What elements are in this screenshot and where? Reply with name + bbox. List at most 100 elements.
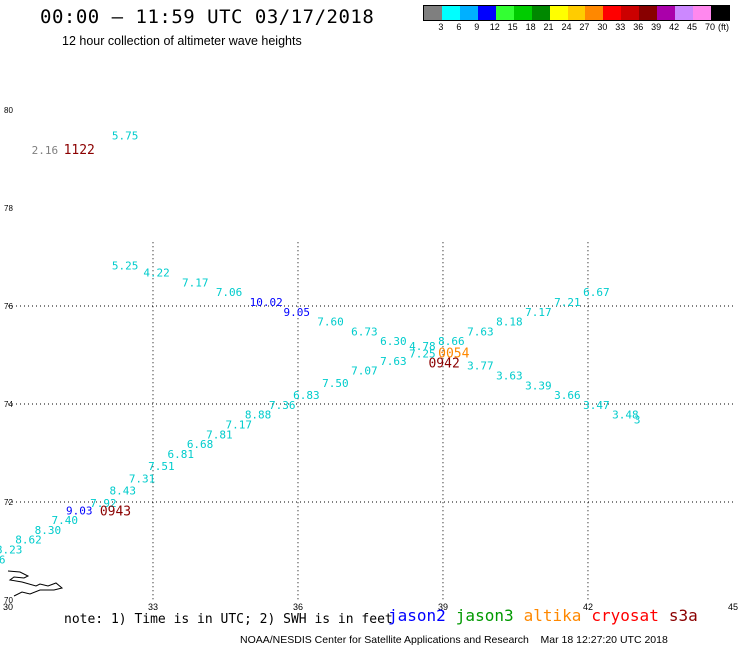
colorbar-tick-label: 42 bbox=[669, 22, 680, 32]
wave-height-label: 7.31 bbox=[129, 472, 156, 485]
colorbar-swatch bbox=[603, 6, 622, 20]
legend-item-cryosat: cryosat bbox=[591, 606, 659, 625]
wave-height-label: 7.50 bbox=[322, 377, 349, 390]
wave-height-label: 4.78 bbox=[409, 340, 436, 353]
coastline bbox=[7, 570, 64, 597]
wave-height-label: 3.39 bbox=[525, 379, 552, 392]
wave-height-label: 7.25 bbox=[409, 347, 436, 360]
lon-tick-label: 33 bbox=[148, 602, 158, 612]
colorbar-swatch bbox=[711, 6, 729, 20]
colorbar-tick-label: 21 bbox=[543, 22, 554, 32]
colorbar-tick-label: 33 bbox=[615, 22, 626, 32]
pass-time-label: 1122 bbox=[64, 143, 95, 158]
wave-height-label: 7.63 bbox=[380, 355, 407, 368]
wave-height-label: 6.30 bbox=[380, 335, 407, 348]
wave-height-label: 7.81 bbox=[206, 428, 233, 441]
wave-height-label: 4.22 bbox=[143, 267, 170, 280]
colorbar-unit: (ft) bbox=[718, 22, 729, 32]
colorbar-tick-label: 12 bbox=[489, 22, 500, 32]
legend-item-jason3: jason3 bbox=[455, 606, 514, 625]
colorbar-tick-label: 39 bbox=[651, 22, 662, 32]
wave-height-label: 9.03 bbox=[66, 504, 93, 517]
wave-height-label: 5.25 bbox=[112, 259, 139, 272]
colorbar-tick-label: 24 bbox=[561, 22, 572, 32]
colorbar-swatch bbox=[441, 6, 460, 20]
wave-height-label: 7.92 bbox=[90, 497, 117, 510]
wave-height-label: 8.18 bbox=[496, 316, 523, 329]
pass-time-label: 0943 bbox=[100, 505, 131, 520]
wave-height-label: 3.47 bbox=[583, 399, 610, 412]
colorbar-tick-label: 70 bbox=[704, 22, 715, 32]
wave-height-label: 7.40 bbox=[51, 514, 78, 527]
lat-tick-label: 72 bbox=[4, 498, 13, 507]
colorbar-swatch bbox=[477, 6, 496, 20]
wave-height-label: 7.06 bbox=[216, 286, 243, 299]
colorbar-swatch bbox=[621, 6, 640, 20]
wave-height-label: 8.30 bbox=[35, 524, 62, 537]
wave-height-label: 7.63 bbox=[467, 325, 494, 338]
lon-tick-label: 45 bbox=[728, 602, 738, 612]
colorbar-tick-label: 30 bbox=[597, 22, 608, 32]
wave-height-label: 8.62 bbox=[15, 534, 42, 547]
footer-note: note: 1) Time is in UTC; 2) SWH is in fe… bbox=[64, 612, 393, 627]
wave-height-label: 8.88 bbox=[245, 409, 272, 422]
wave-height-label: 7.17 bbox=[525, 306, 552, 319]
colorbar-swatch bbox=[459, 6, 478, 20]
colorbar-swatch bbox=[495, 6, 514, 20]
colorbar-swatch bbox=[639, 6, 658, 20]
wave-height-label: 9.05 bbox=[283, 306, 310, 319]
wave-height-label: 6.67 bbox=[583, 286, 610, 299]
wave-height-label: 7.07 bbox=[351, 365, 378, 378]
wave-height-label: 7.17 bbox=[225, 419, 252, 432]
legend-item-s3a: s3a bbox=[668, 606, 698, 625]
wave-height-label: 10.02 bbox=[250, 296, 283, 309]
lon-tick-label: 30 bbox=[3, 602, 13, 612]
legend-item-altika: altika bbox=[523, 606, 582, 625]
wave-height-label: 6.83 bbox=[293, 389, 320, 402]
footer-credit: NOAA/NESDIS Center for Satellite Applica… bbox=[240, 634, 668, 646]
lat-tick-label: 80 bbox=[4, 106, 13, 115]
colorbar-swatch bbox=[531, 6, 550, 20]
lat-tick-label: 70 bbox=[4, 596, 13, 605]
wave-height-label: 7.60 bbox=[317, 316, 344, 329]
wave-height-label: 8.66 bbox=[438, 335, 465, 348]
lat-tick-label: 76 bbox=[4, 302, 13, 311]
wave-height-label: 3.63 bbox=[496, 370, 523, 383]
colorbar-tick-label: 45 bbox=[687, 22, 698, 32]
colorbar-tick-label: 27 bbox=[579, 22, 590, 32]
wave-height-label: 3.66 bbox=[554, 389, 581, 402]
wave-height-label: 7.51 bbox=[148, 460, 175, 473]
colorbar-swatch bbox=[657, 6, 676, 20]
map-title: 00:00 – 11:59 UTC 03/17/2018 bbox=[40, 6, 375, 28]
wave-height-label: 8.76 bbox=[0, 553, 6, 566]
wave-height-label: 7.21 bbox=[554, 296, 581, 309]
colorbar-tick-label: 15 bbox=[507, 22, 518, 32]
wave-height-label: 8.23 bbox=[0, 543, 22, 556]
colorbar-swatch bbox=[585, 6, 604, 20]
colorbar-swatch bbox=[693, 6, 711, 20]
lat-tick-label: 74 bbox=[4, 400, 13, 409]
satellite-legend: jason2 jason3 altika cryosat s3a bbox=[388, 606, 708, 625]
lat-tick-label: 78 bbox=[4, 204, 13, 213]
colorbar-tick-label: 36 bbox=[633, 22, 644, 32]
map-subtitle: 12 hour collection of altimeter wave hei… bbox=[62, 34, 302, 48]
wave-height-label: 6.68 bbox=[187, 438, 214, 451]
wave-height-label: 2.16 bbox=[32, 144, 59, 157]
wave-height-label: 6.73 bbox=[351, 325, 378, 338]
lon-tick-label: 42 bbox=[583, 602, 593, 612]
wave-height-label: 3.77 bbox=[467, 360, 494, 373]
colorbar-labels: 3 6 9 12 15 18 21 24 27 30 33 36 39 42 45 70 bbox=[423, 22, 728, 34]
colorbar-tick-label: 18 bbox=[525, 22, 536, 32]
pass-time-label: 0054 bbox=[438, 346, 469, 361]
wave-height-colorbar bbox=[423, 5, 730, 21]
wave-height-label: 3 bbox=[634, 414, 641, 427]
colorbar-tick-label: 6 bbox=[456, 22, 462, 32]
colorbar-swatch bbox=[549, 6, 568, 20]
pass-time-label: 0942 bbox=[428, 356, 459, 371]
colorbar-tick-label: 9 bbox=[474, 22, 480, 32]
wave-height-label: 7.17 bbox=[182, 276, 209, 289]
wave-height-label: 6.81 bbox=[167, 448, 194, 461]
wave-height-label: 8.43 bbox=[109, 485, 136, 498]
wave-height-label: 5.75 bbox=[112, 129, 139, 142]
